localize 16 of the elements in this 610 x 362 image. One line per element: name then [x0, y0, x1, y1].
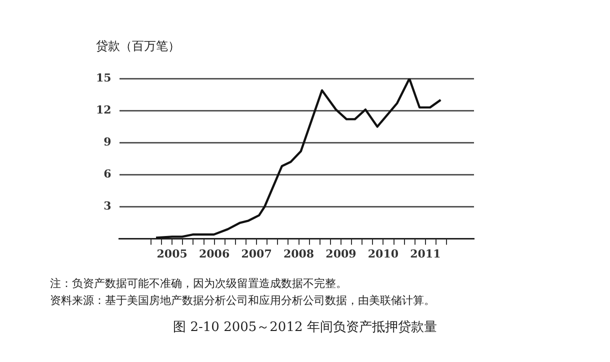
x-tick-label: 2010 — [368, 247, 399, 260]
x-tick-label: 2009 — [326, 247, 356, 260]
y-tick-label: 15 — [96, 71, 112, 84]
text: 资料来源：基于美国房地产数据分析公司和应用分析公司数据，由美联储计算。 — [50, 293, 435, 309]
y-tick-label: 6 — [104, 168, 112, 181]
x-tick-label: 2008 — [283, 247, 314, 260]
text: 注：负资产数据可能不准确，因为次级留置造成数据不完整。 — [50, 276, 348, 292]
x-tick-label: 2007 — [241, 247, 272, 260]
y-tick-label: 9 — [104, 136, 112, 149]
text: 图 2-10 2005～2012 年间负资产抵押贷款量 — [172, 319, 438, 336]
y-axis-title: 贷款（百万笔） — [96, 38, 180, 55]
y-tick-label: 3 — [104, 200, 112, 213]
x-tick-label: 2011 — [410, 247, 441, 260]
y-tick-label: 12 — [96, 104, 112, 116]
x-tick-label: 2006 — [199, 247, 230, 260]
x-tick-label: 2005 — [156, 247, 188, 260]
